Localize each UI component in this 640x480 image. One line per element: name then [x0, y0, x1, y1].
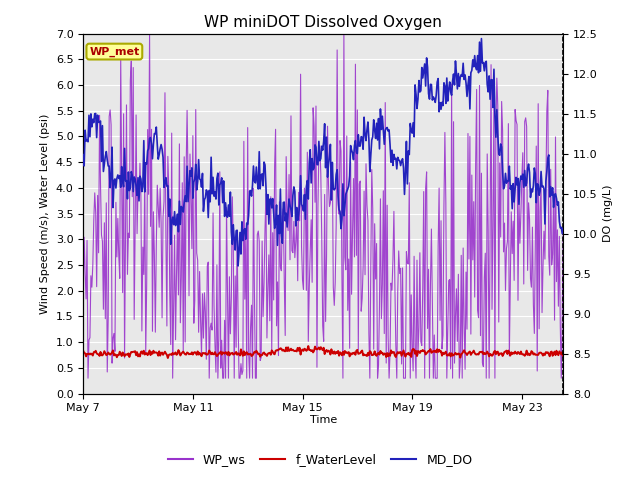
Text: WP_met: WP_met	[89, 47, 140, 57]
Title: WP miniDOT Dissolved Oxygen: WP miniDOT Dissolved Oxygen	[204, 15, 442, 30]
Y-axis label: Wind Speed (m/s), Water Level (psi): Wind Speed (m/s), Water Level (psi)	[40, 113, 50, 314]
X-axis label: Time: Time	[310, 415, 337, 425]
Legend: WP_ws, f_WaterLevel, MD_DO: WP_ws, f_WaterLevel, MD_DO	[163, 448, 477, 471]
Y-axis label: DO (mg/L): DO (mg/L)	[604, 185, 613, 242]
